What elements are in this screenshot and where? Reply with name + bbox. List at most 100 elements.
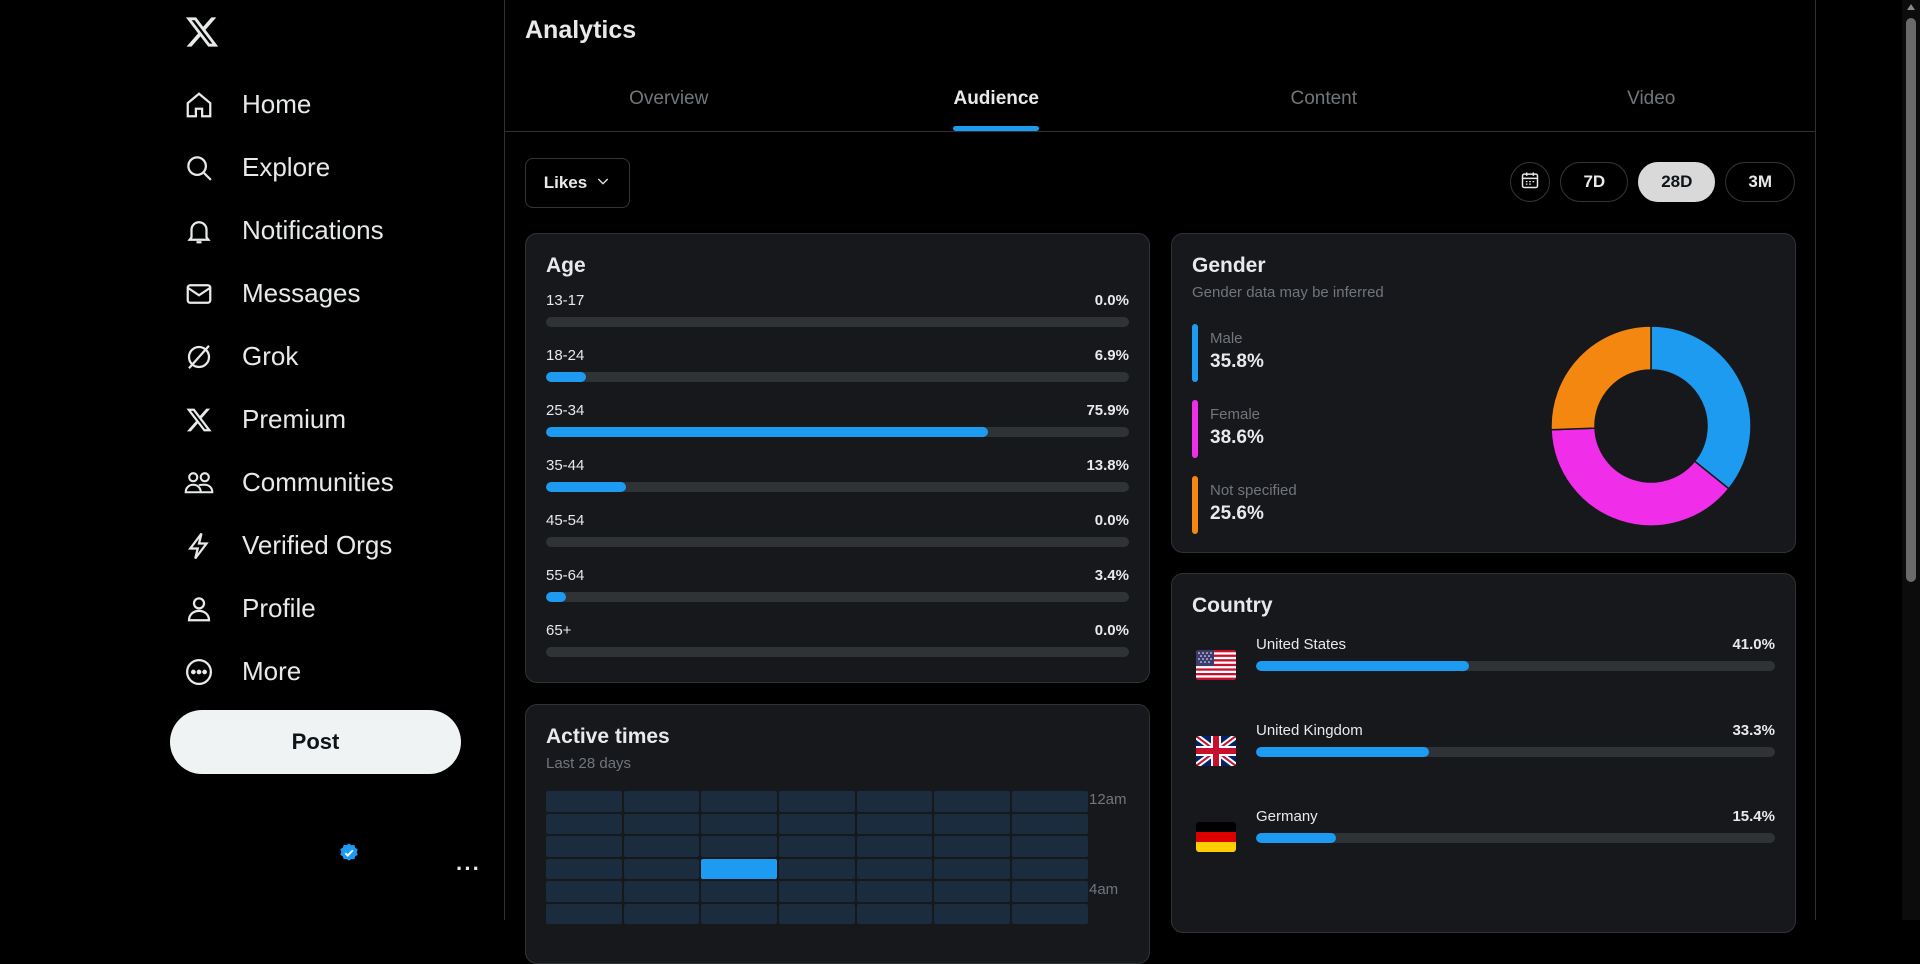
nav-item-messages[interactable]: Messages <box>170 262 490 325</box>
gender-label: Not specified <box>1210 482 1297 499</box>
age-bar-track <box>546 592 1129 602</box>
age-label: 65+ <box>546 622 572 639</box>
country-body: United Kingdom 33.3% <box>1256 722 1775 757</box>
donut-slice-female[interactable] <box>1551 427 1730 526</box>
heatmap-cell[interactable] <box>779 881 855 902</box>
heatmap-cell[interactable] <box>856 813 933 834</box>
heatmap-cell[interactable] <box>623 836 700 857</box>
heatmap-cell[interactable] <box>856 836 933 857</box>
analytics-main: Analytics Overview Audience Content Vide… <box>505 0 1815 964</box>
age-bar-track <box>546 372 1129 382</box>
page-scrollbar[interactable] <box>1902 0 1920 920</box>
nav-item-grok[interactable]: Grok <box>170 325 490 388</box>
country-bar-fill <box>1256 833 1336 843</box>
nav-item-communities[interactable]: Communities <box>170 451 490 514</box>
heatmap-cell[interactable] <box>779 791 855 812</box>
account-more-icon[interactable]: ··· <box>456 856 481 881</box>
heatmap-row <box>546 836 1088 857</box>
heatmap-cell[interactable] <box>1012 813 1088 834</box>
calendar-button[interactable] <box>1510 162 1551 202</box>
heatmap-cell[interactable] <box>779 813 855 834</box>
envelope-icon <box>184 279 214 309</box>
country-body: United States 41.0% <box>1256 636 1775 671</box>
donut-slice-male[interactable] <box>1650 326 1751 490</box>
heatmap-cell[interactable] <box>546 836 622 857</box>
nav-item-notifications[interactable]: Notifications <box>170 199 490 262</box>
active-times-heatmap[interactable] <box>546 791 1088 926</box>
heatmap-cell[interactable] <box>1012 903 1088 924</box>
heatmap-cell[interactable] <box>623 813 700 834</box>
nav-label: Messages <box>242 278 361 308</box>
nav-item-verified-orgs[interactable]: Verified Orgs <box>170 514 490 577</box>
age-bar-fill <box>546 427 989 437</box>
age-bar-track <box>546 427 1129 437</box>
tab-overview[interactable]: Overview <box>505 70 833 131</box>
metric-dropdown[interactable]: Likes <box>525 158 630 208</box>
heatmap-cell[interactable] <box>934 858 1011 879</box>
hour-label: 4am <box>1089 881 1119 898</box>
heatmap-cell[interactable] <box>546 903 622 924</box>
heatmap-cell[interactable] <box>856 791 933 812</box>
heatmap-cell[interactable] <box>623 791 700 812</box>
heatmap-cell[interactable] <box>934 836 1011 857</box>
gender-subtitle: Gender data may be inferred <box>1192 284 1384 301</box>
post-button[interactable]: Post <box>170 710 461 774</box>
heatmap-cell[interactable] <box>701 903 778 924</box>
heatmap-cell[interactable] <box>701 836 778 857</box>
analytics-tabs: Overview Audience Content Video <box>505 70 1815 132</box>
age-value: 0.0% <box>1094 512 1129 529</box>
heatmap-row <box>546 791 1088 812</box>
age-label: 18-24 <box>546 347 585 364</box>
heatmap-cell[interactable] <box>546 881 622 902</box>
heatmap-cell[interactable] <box>934 791 1011 812</box>
country-card: Country United States 41.0% <box>1171 573 1796 933</box>
nav-label: Communities <box>242 467 394 497</box>
nav-item-premium[interactable]: Premium <box>170 388 490 451</box>
range-7d-button[interactable]: 7D <box>1560 162 1629 202</box>
heatmap-cell[interactable] <box>779 858 855 879</box>
nav-item-explore[interactable]: Explore <box>170 136 490 199</box>
x-logo-icon[interactable] <box>184 14 220 50</box>
gender-donut-chart[interactable] <box>1551 326 1751 526</box>
nav-item-profile[interactable]: Profile <box>170 577 490 640</box>
metric-dropdown-value: Likes <box>543 173 588 192</box>
account-switcher[interactable]: ··· <box>170 836 480 892</box>
heatmap-cell[interactable] <box>546 813 622 834</box>
scrollbar-thumb[interactable] <box>1906 18 1916 582</box>
heatmap-cell[interactable] <box>934 813 1011 834</box>
nav-item-more[interactable]: More <box>170 640 490 703</box>
age-row: 55-64 3.4% <box>546 567 1129 610</box>
heatmap-cell[interactable] <box>623 858 700 879</box>
heatmap-row <box>546 813 1088 834</box>
nav-item-home[interactable]: Home <box>170 73 490 136</box>
range-28d-button[interactable]: 28D <box>1638 162 1716 202</box>
nav-label: Profile <box>242 593 316 623</box>
tab-video[interactable]: Video <box>1488 70 1816 131</box>
heatmap-cell[interactable] <box>701 881 778 902</box>
heatmap-cell[interactable] <box>1012 881 1088 902</box>
heatmap-cell[interactable] <box>701 813 778 834</box>
heatmap-cell[interactable] <box>701 791 778 812</box>
heatmap-cell[interactable] <box>1012 836 1088 857</box>
scroll-up-arrow-icon[interactable] <box>1907 4 1915 10</box>
heatmap-cell[interactable] <box>1012 858 1088 879</box>
range-3m-button[interactable]: 3M <box>1725 162 1795 202</box>
heatmap-cell[interactable] <box>934 903 1011 924</box>
heatmap-cell[interactable] <box>856 858 933 879</box>
heatmap-cell[interactable] <box>779 903 855 924</box>
heatmap-cell[interactable] <box>546 791 622 812</box>
heatmap-cell[interactable] <box>856 881 933 902</box>
heatmap-cell[interactable] <box>546 858 622 879</box>
heatmap-cell[interactable] <box>856 903 933 924</box>
date-range-selector: 7D 28D 3M <box>1510 162 1795 202</box>
heatmap-cell[interactable] <box>934 881 1011 902</box>
tab-audience[interactable]: Audience <box>833 70 1161 131</box>
tab-content[interactable]: Content <box>1160 70 1488 131</box>
heatmap-cell[interactable] <box>623 903 700 924</box>
heatmap-cell[interactable] <box>623 881 700 902</box>
donut-slice-not-specified[interactable] <box>1551 326 1652 431</box>
heatmap-cell[interactable] <box>1012 791 1088 812</box>
heatmap-cell[interactable] <box>779 836 855 857</box>
gender-value: 38.6% <box>1210 427 1264 448</box>
heatmap-cell[interactable] <box>701 858 778 879</box>
